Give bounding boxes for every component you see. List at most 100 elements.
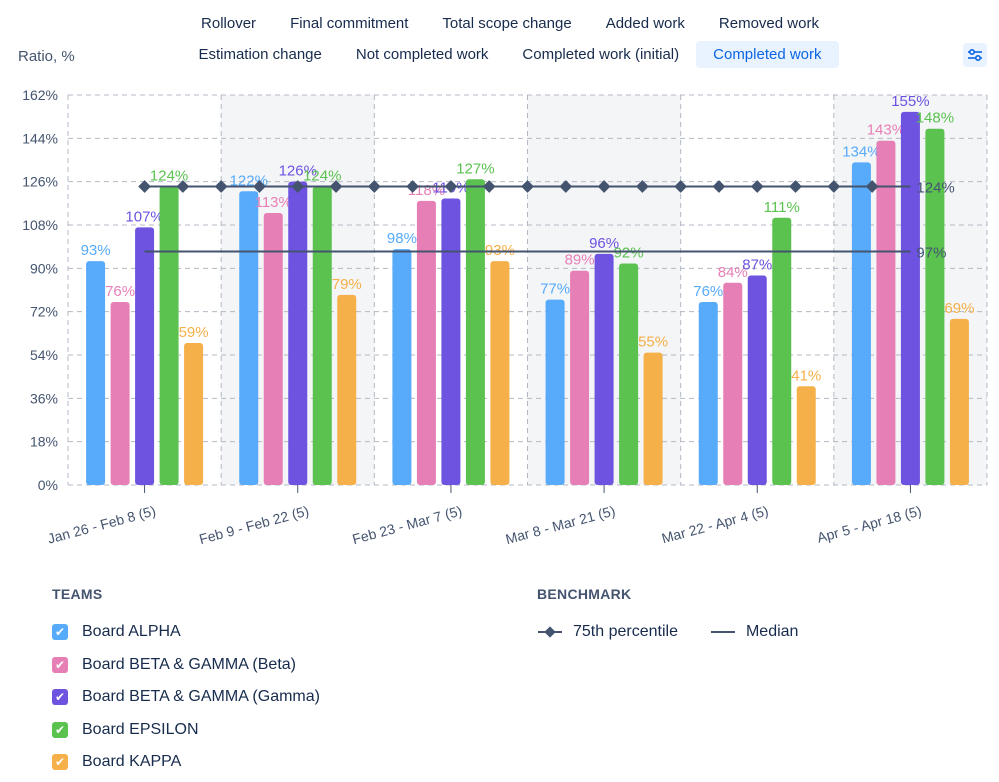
bar[interactable]	[545, 299, 565, 485]
x-tick-label: Apr 5 - Apr 18 (5)	[815, 502, 923, 545]
y-tick-label: 162%	[22, 87, 58, 103]
x-tick-label: Mar 22 - Apr 4 (5)	[660, 502, 770, 546]
tab-row-1: Rollover Final commitment Total scope chan…	[150, 8, 870, 39]
bar[interactable]	[925, 128, 945, 485]
bar[interactable]	[796, 386, 816, 485]
legend-item[interactable]: ✔ Board EPSILON	[52, 714, 320, 747]
bar-value-label: 77%	[540, 281, 570, 298]
chart-settings-button[interactable]	[963, 43, 987, 67]
bar[interactable]	[698, 302, 718, 485]
diamond-marker	[176, 180, 190, 193]
bar[interactable]	[110, 302, 130, 485]
bar-value-label: 87%	[742, 257, 772, 274]
tab-removed-work[interactable]: Removed work	[718, 15, 819, 32]
bar-value-label: 92%	[614, 245, 644, 262]
bar-value-label: 155%	[891, 93, 929, 110]
diamond-marker	[482, 180, 496, 193]
y-tick-label: 18%	[30, 434, 58, 450]
diamond-line-icon	[538, 626, 562, 638]
y-tick-label: 0%	[38, 477, 58, 493]
tab-completed-work-initial-[interactable]: Completed work (initial)	[522, 46, 680, 63]
bar[interactable]	[239, 191, 259, 485]
bar-value-label: 111%	[764, 199, 800, 216]
bar-value-label: 127%	[456, 160, 494, 177]
legend-label: Board EPSILON	[82, 720, 199, 738]
bar[interactable]	[876, 140, 896, 486]
y-axis-label: Ratio, %	[18, 48, 75, 65]
bar-value-label: 76%	[693, 283, 723, 300]
bar-value-label: 107%	[125, 208, 163, 225]
bar[interactable]	[949, 318, 969, 485]
bar[interactable]	[747, 275, 767, 485]
bar-value-label: 124%	[150, 167, 188, 184]
bar[interactable]	[851, 162, 871, 485]
legend-label: Board KAPPA	[82, 753, 182, 771]
bar-value-label: 79%	[332, 276, 362, 293]
tab-not-completed-work[interactable]: Not completed work	[355, 46, 489, 63]
bar-value-label: 93%	[81, 242, 111, 259]
bar[interactable]	[465, 179, 485, 485]
bar[interactable]	[184, 342, 204, 485]
bar[interactable]	[723, 282, 743, 485]
legend-item[interactable]: ✔ Board ALPHA	[52, 616, 320, 649]
legend-item[interactable]: ✔ Board BETA & GAMMA (Beta)	[52, 649, 320, 682]
bar-value-label: 59%	[179, 324, 209, 341]
bar[interactable]	[441, 198, 461, 485]
bar[interactable]	[135, 227, 155, 485]
line-icon	[710, 631, 735, 633]
benchmark-legend-label: Median	[745, 623, 799, 640]
checkbox-checked-icon[interactable]: ✔	[52, 656, 68, 673]
bar[interactable]	[263, 212, 283, 486]
bar-value-label: 89%	[565, 252, 595, 269]
x-tick-label: Feb 9 - Feb 22 (5)	[197, 502, 310, 547]
bar[interactable]	[288, 181, 308, 485]
x-tick-label: Feb 23 - Mar 7 (5)	[351, 502, 464, 547]
tab-total-scope-change[interactable]: Total scope change	[442, 15, 572, 32]
y-tick-label: 126%	[22, 174, 58, 190]
legend-item[interactable]: ✔ Board BETA & GAMMA (Gamma)	[52, 681, 320, 714]
bar[interactable]	[392, 249, 412, 485]
bar-value-label: 96%	[589, 235, 619, 252]
tab-completed-work[interactable]: Completed work	[696, 41, 839, 68]
bar[interactable]	[900, 111, 920, 485]
bar[interactable]	[312, 186, 332, 485]
tab-added-work[interactable]: Added work	[605, 15, 685, 32]
teams-title: TEAMS	[52, 586, 103, 602]
benchmark-legend-item: 75th percentile	[537, 623, 678, 641]
legend-item[interactable]: ✔ Board KAPPA	[52, 746, 320, 779]
bar[interactable]	[594, 253, 614, 485]
bar-value-label: 55%	[638, 334, 668, 351]
benchmark-legend: BENCHMARK 75th percentile Median	[537, 586, 830, 648]
y-tick-label: 108%	[22, 217, 58, 233]
teams-legend: TEAMS ✔ Board ALPHA ✔ Board BETA & GAMMA (B…	[52, 586, 320, 779]
tab-final-commitment[interactable]: Final commitment	[290, 15, 409, 32]
x-tick-label: Jan 26 - Feb 8 (5)	[46, 502, 158, 546]
bar[interactable]	[159, 186, 179, 485]
bar-value-label: 76%	[105, 283, 135, 300]
sliders-icon	[968, 49, 982, 62]
bar[interactable]	[416, 200, 436, 486]
bar[interactable]	[570, 270, 590, 485]
checkbox-checked-icon[interactable]: ✔	[52, 624, 68, 641]
checkbox-checked-icon[interactable]: ✔	[52, 689, 68, 706]
bar[interactable]	[643, 352, 663, 485]
diamond-marker	[329, 180, 343, 193]
tab-rollover[interactable]: Rollover	[201, 15, 257, 32]
checkbox-checked-icon[interactable]: ✔	[52, 721, 68, 738]
bar[interactable]	[619, 263, 639, 485]
diamond-marker	[712, 180, 726, 193]
bar[interactable]	[490, 261, 510, 485]
bar-value-label: 134%	[842, 143, 880, 160]
diamond-marker	[138, 180, 151, 193]
legend-label: Board BETA & GAMMA (Beta)	[82, 655, 296, 673]
y-tick-label: 72%	[30, 304, 58, 320]
bar[interactable]	[337, 294, 357, 485]
benchmark-value-label: 124%	[916, 179, 954, 196]
benchmark-legend-label: 75th percentile	[573, 623, 678, 640]
tab-estimation-change[interactable]: Estimation change	[198, 46, 322, 63]
checkbox-checked-icon[interactable]: ✔	[52, 754, 68, 771]
bar-value-label: 148%	[916, 110, 954, 127]
bar-value-label: 124%	[303, 167, 341, 184]
bar[interactable]	[772, 217, 792, 485]
bar[interactable]	[86, 261, 106, 485]
